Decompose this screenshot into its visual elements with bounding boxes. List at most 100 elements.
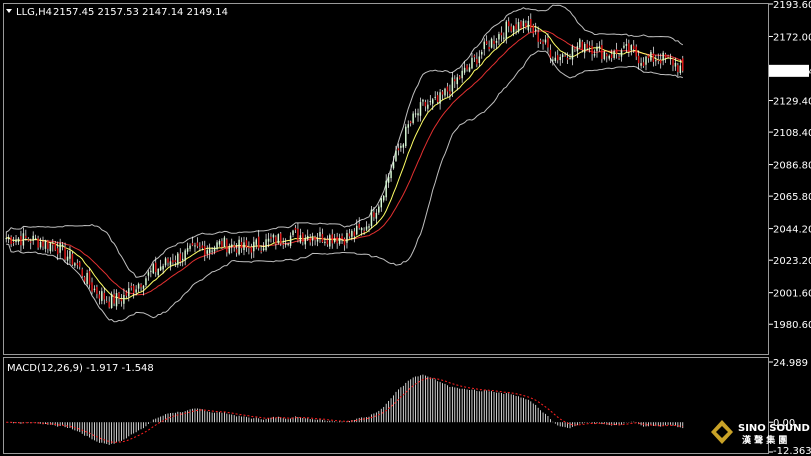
candlesticks xyxy=(5,13,684,310)
candle-body xyxy=(211,250,213,252)
candle-body xyxy=(135,289,137,293)
candle-body xyxy=(93,288,96,291)
candle-body xyxy=(353,231,356,236)
candle-body xyxy=(446,86,449,92)
candle-body xyxy=(277,234,280,243)
candle-body xyxy=(196,242,199,247)
candle-body xyxy=(231,244,233,247)
candle-body xyxy=(395,150,397,161)
candle-body xyxy=(184,250,186,261)
candle-body xyxy=(91,282,93,292)
bollinger-bands xyxy=(5,4,684,323)
candle-body xyxy=(280,233,282,244)
candle-body xyxy=(588,45,591,48)
candle-body xyxy=(71,253,74,265)
candle-body xyxy=(515,24,517,30)
candle-body xyxy=(473,55,476,58)
candle-body xyxy=(382,195,385,201)
candle-body xyxy=(542,41,544,44)
candle-body xyxy=(407,124,409,128)
candle-body xyxy=(512,26,515,32)
candle-body xyxy=(137,283,140,289)
candle-body xyxy=(17,238,20,242)
candle-body xyxy=(316,239,319,242)
candle-body xyxy=(174,260,177,263)
macd-histogram xyxy=(8,374,684,445)
candle-body xyxy=(593,54,596,56)
candle-body xyxy=(677,65,679,72)
candle-body xyxy=(449,91,451,94)
candle-body xyxy=(557,55,559,61)
candle-body xyxy=(596,46,598,52)
candle-body xyxy=(552,59,554,61)
candle-body xyxy=(640,63,642,66)
candle-body xyxy=(319,232,321,237)
candle-body xyxy=(439,92,441,104)
candle-body xyxy=(30,241,32,243)
candle-body xyxy=(44,240,47,249)
candle-body xyxy=(427,104,429,109)
candle-body xyxy=(199,247,201,249)
candle-body xyxy=(223,237,226,247)
candle-body xyxy=(581,41,584,50)
candle-body xyxy=(679,65,682,74)
candle-body xyxy=(441,91,444,95)
candle-body xyxy=(461,70,463,79)
candle-body xyxy=(400,145,402,148)
candle-body xyxy=(623,45,625,48)
candle-body xyxy=(517,22,520,32)
candle-body xyxy=(267,238,270,242)
candle-body xyxy=(245,240,248,248)
candle-body xyxy=(260,250,262,252)
candle-body xyxy=(674,62,677,67)
candle-body xyxy=(81,269,83,277)
candle-body xyxy=(659,59,662,64)
current-price-marker xyxy=(769,64,809,77)
candle-body xyxy=(147,272,150,276)
candle-body xyxy=(422,99,424,102)
candle-body xyxy=(615,49,618,54)
macd-tick-label: -12.363 xyxy=(773,446,811,456)
candle-body xyxy=(302,233,304,243)
candle-body xyxy=(331,234,333,244)
candle-body xyxy=(5,238,7,240)
candle-body xyxy=(566,58,569,60)
candle-body xyxy=(432,99,434,104)
candle-body xyxy=(125,292,128,296)
candle-body xyxy=(363,230,365,233)
candle-body xyxy=(54,242,56,251)
candle-body xyxy=(414,113,417,115)
collapse-triangle-icon[interactable] xyxy=(6,9,12,13)
price-tick-label: 2172.00 xyxy=(773,32,811,43)
candle-body xyxy=(79,262,81,267)
candle-body xyxy=(66,256,69,261)
candle-body xyxy=(380,198,383,208)
candle-body xyxy=(128,288,130,297)
candle-body xyxy=(7,237,10,240)
candle-body xyxy=(294,227,297,230)
candle-body xyxy=(370,209,373,226)
candle-body xyxy=(544,39,547,43)
price-tick-label: 2001.60 xyxy=(773,289,811,300)
candle-body xyxy=(248,246,250,249)
candle-body xyxy=(15,239,17,243)
price-tick-label: 2193.60 xyxy=(773,0,811,11)
candle-body xyxy=(424,102,427,107)
candle-body xyxy=(495,40,498,43)
candle-body xyxy=(483,41,485,50)
candle-body xyxy=(292,230,294,236)
candle-body xyxy=(532,25,534,34)
candle-body xyxy=(637,55,640,64)
candle-body xyxy=(169,261,172,266)
candle-body xyxy=(620,50,623,57)
candle-body xyxy=(610,54,613,59)
candle-body xyxy=(356,225,358,235)
candle-body xyxy=(606,53,608,57)
candle-body xyxy=(338,237,341,244)
macd-tick-label: 24.989 xyxy=(773,358,808,369)
candle-body xyxy=(177,253,179,265)
candle-body xyxy=(672,58,674,66)
candle-body xyxy=(390,171,392,179)
macd-label: MACD(12,26,9) -1.917 -1.548 xyxy=(7,363,154,374)
candle-body xyxy=(233,245,235,248)
